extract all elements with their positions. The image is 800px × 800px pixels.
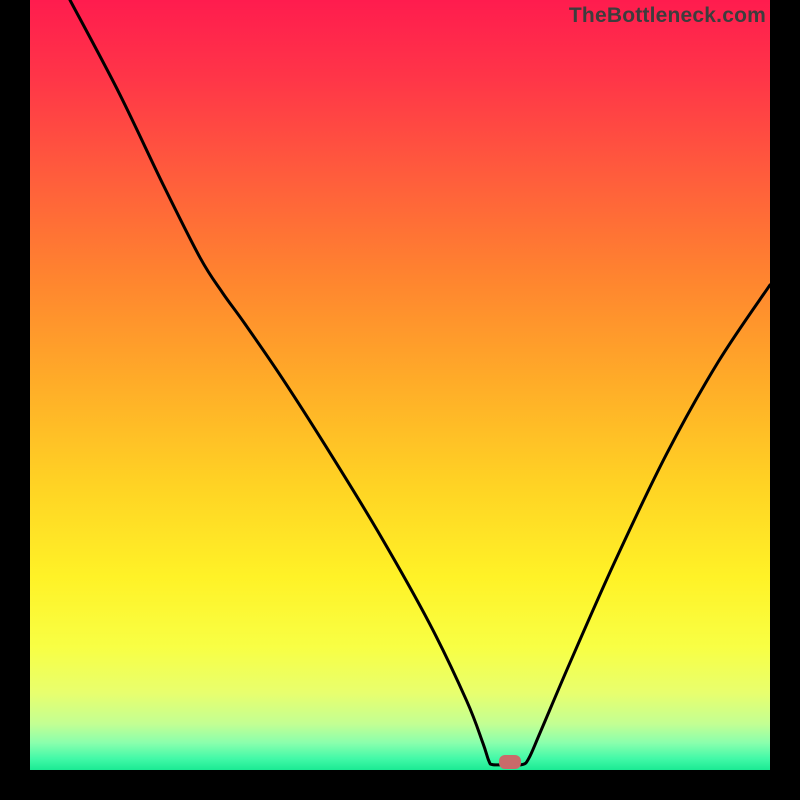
attribution-label: TheBottleneck.com (569, 4, 766, 28)
optimal-point-marker (499, 755, 521, 769)
frame-left-bar (0, 0, 30, 800)
chart-container: TheBottleneck.com (0, 0, 800, 800)
bottleneck-curve (30, 0, 770, 770)
frame-right-bar (770, 0, 800, 800)
frame-bottom-bar (0, 770, 800, 800)
plot-area (30, 0, 770, 770)
